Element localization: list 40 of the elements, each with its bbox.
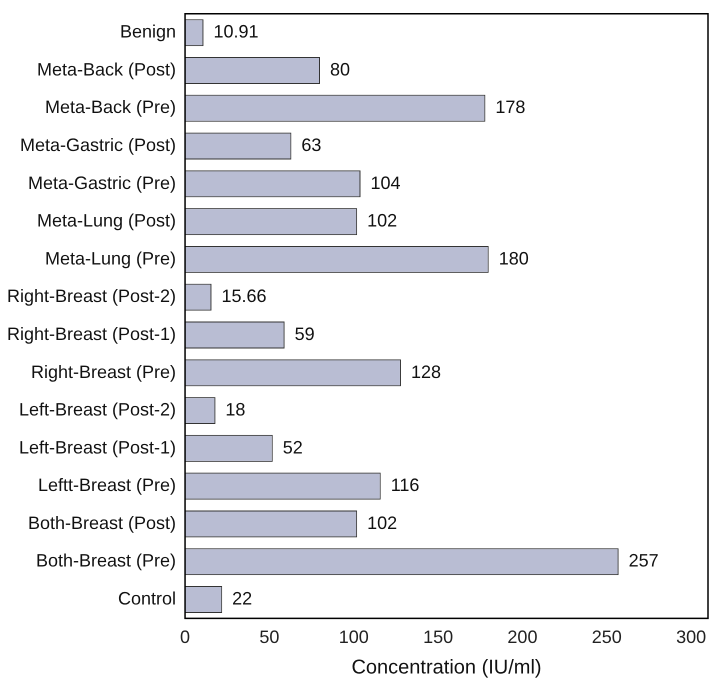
data-label: 116 xyxy=(390,475,420,496)
data-label: 128 xyxy=(410,362,442,382)
data-label: 15.66 xyxy=(221,286,267,306)
data-label: 80 xyxy=(330,59,350,80)
data-label: 178 xyxy=(495,97,526,118)
x-tick-label: 250 xyxy=(592,627,622,648)
y-tick-label: Control xyxy=(118,588,176,608)
x-tick-label: 100 xyxy=(338,627,369,648)
x-tick-label: 300 xyxy=(676,627,706,648)
y-tick-label: Meta-Lung (Pre) xyxy=(44,248,176,268)
data-label: 180 xyxy=(498,248,529,268)
data-label: 104 xyxy=(370,172,401,193)
x-tick-label: 150 xyxy=(423,627,454,648)
y-tick-label: Meta-Lung (Post) xyxy=(36,210,176,231)
data-label: 102 xyxy=(367,210,398,231)
y-tick-label: Right-Breast (Pre) xyxy=(31,362,176,382)
y-tick-label: Benign xyxy=(120,22,176,42)
data-label: 22 xyxy=(232,588,252,608)
data-label: 63 xyxy=(301,135,322,156)
y-tick-label: Right-Breast (Post-2) xyxy=(6,286,176,306)
data-label: 257 xyxy=(628,550,659,571)
y-tick-label: Both-Breast (Pre) xyxy=(36,550,176,571)
x-tick-label: 0 xyxy=(180,627,190,648)
x-tick-label: 200 xyxy=(507,627,538,648)
y-tick-label: Left-Breast (Post-1) xyxy=(18,437,176,458)
y-tick-label: Right-Breast (Post-1) xyxy=(6,324,176,344)
data-label: 10.91 xyxy=(213,22,258,42)
x-tick-label: 50 xyxy=(259,627,280,648)
data-label: 59 xyxy=(294,324,315,344)
y-tick-label: Left-Breast (Post-2) xyxy=(18,400,176,420)
y-tick-label: Meta-Gastric (Post) xyxy=(20,135,176,156)
y-tick-label: Leftt-Breast (Pre) xyxy=(38,475,176,496)
x-axis-title: Concentration (IU/ml) xyxy=(351,656,542,679)
y-tick-label: Meta-Gastric (Pre) xyxy=(28,172,176,193)
data-label: 18 xyxy=(225,400,246,420)
data-label: 102 xyxy=(367,512,398,533)
data-label: 52 xyxy=(282,437,303,458)
y-tick-label: Meta-Back (Post) xyxy=(37,59,176,80)
y-tick-label: Meta-Back (Pre) xyxy=(45,97,176,118)
y-tick-label: Both-Breast (Post) xyxy=(28,512,176,533)
